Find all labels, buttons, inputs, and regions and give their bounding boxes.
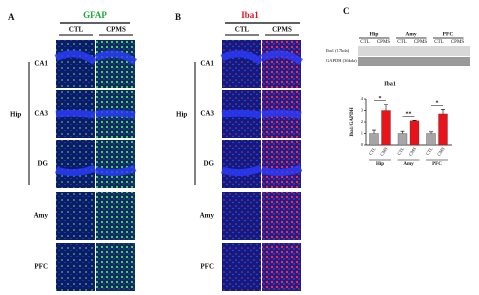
y-tick-label: 1 xyxy=(361,131,363,136)
column-label: CTL xyxy=(69,26,84,34)
blot-band-label: GAPDH (36kda) xyxy=(326,58,357,63)
panel-label: C xyxy=(343,6,350,16)
tissue-layer xyxy=(55,109,96,119)
blot-group: PFC xyxy=(443,31,454,37)
row-label: DG xyxy=(204,160,215,168)
bar xyxy=(397,133,408,146)
micrograph xyxy=(262,40,301,88)
micrograph xyxy=(262,243,301,291)
row-label: Amy xyxy=(200,212,215,220)
tissue-layer xyxy=(261,109,302,119)
marker-title: GFAP xyxy=(83,10,107,20)
tissue-layer xyxy=(260,164,303,177)
chart-title: Iba1 xyxy=(384,81,396,87)
y-tick-label: 3 xyxy=(361,108,364,113)
micrograph xyxy=(96,140,135,188)
blot-lane: CPMS xyxy=(414,40,428,45)
tissue-layer xyxy=(54,50,98,65)
blot-group: Hip xyxy=(370,31,379,37)
micrograph xyxy=(222,40,261,88)
row-label: CA3 xyxy=(200,110,214,118)
error-bar xyxy=(372,129,376,134)
blot-lane: CTL xyxy=(397,40,406,45)
bar xyxy=(426,133,436,146)
blot-band xyxy=(358,46,470,56)
micrograph xyxy=(56,40,95,88)
error-bar xyxy=(384,104,388,111)
blot-lane: CPMS xyxy=(451,40,465,45)
row-label: PFC xyxy=(34,263,48,271)
tissue-layer xyxy=(95,109,136,119)
column-label: CPMS xyxy=(272,26,292,34)
significance: * xyxy=(379,96,382,102)
column-label: CPMS xyxy=(106,26,126,34)
blot-group: Amy xyxy=(405,31,417,37)
bar xyxy=(369,133,379,146)
row-label: Amy xyxy=(34,212,49,220)
error-bar xyxy=(400,130,405,134)
tissue-layer xyxy=(94,50,138,65)
micrograph xyxy=(262,140,301,188)
micrograph xyxy=(222,243,261,291)
x-tick-label: CTL xyxy=(425,146,434,156)
micrograph xyxy=(262,192,301,240)
tissue-layer xyxy=(220,50,264,65)
x-tick-label: CMS xyxy=(379,146,389,157)
significance: * xyxy=(436,101,439,107)
marker-title: Iba1 xyxy=(241,10,259,20)
row-label: CA3 xyxy=(34,110,48,118)
group-label: Amy xyxy=(403,162,414,167)
significance: ** xyxy=(406,112,412,118)
bar xyxy=(409,120,420,146)
micrograph xyxy=(96,243,135,291)
row-label: PFC xyxy=(200,263,214,271)
micrograph xyxy=(222,140,261,188)
micrograph xyxy=(56,243,95,291)
column-label: CTL xyxy=(235,26,250,34)
blot-band xyxy=(358,57,470,66)
blot-lane: CTL xyxy=(434,40,443,45)
row-label: DG xyxy=(38,160,49,168)
bar xyxy=(438,113,448,146)
y-tick-label: 0 xyxy=(361,142,364,147)
panel-label: A xyxy=(8,12,15,22)
bar xyxy=(381,110,391,146)
micrograph xyxy=(56,192,95,240)
blot-lane: CTL xyxy=(360,40,369,45)
x-tick-label: CTL xyxy=(368,146,377,156)
micrograph xyxy=(96,192,135,240)
error-bar xyxy=(441,109,445,114)
error-bar xyxy=(429,131,433,134)
x-tick-label: CTL xyxy=(396,146,405,156)
blot-band-label: Iba1 (17kda) xyxy=(326,48,350,53)
micrograph xyxy=(96,40,135,88)
row-label: CA1 xyxy=(34,60,48,68)
y-tick-label: 2 xyxy=(361,119,363,124)
panel-label: B xyxy=(175,12,181,22)
x-tick-label: CMS xyxy=(408,146,418,157)
tissue-layer xyxy=(220,164,263,177)
tissue-layer xyxy=(94,164,137,177)
y-axis-label: Iba1/GAPDH xyxy=(350,107,355,136)
tissue-layer xyxy=(221,109,262,119)
x-tick-label: CMS xyxy=(436,146,446,157)
row-label: CA1 xyxy=(200,60,214,68)
tissue-layer xyxy=(260,50,304,65)
tissue-layer xyxy=(54,164,97,177)
group-label: Hip xyxy=(10,111,21,119)
group-label: PFC xyxy=(432,162,442,167)
group-label: Hip xyxy=(376,162,384,167)
blot-lane: CPMS xyxy=(377,40,391,45)
y-tick-label: 4 xyxy=(361,96,364,101)
error-bar xyxy=(412,119,417,121)
group-label: Hip xyxy=(176,111,187,119)
micrograph xyxy=(56,140,95,188)
micrograph xyxy=(222,192,261,240)
